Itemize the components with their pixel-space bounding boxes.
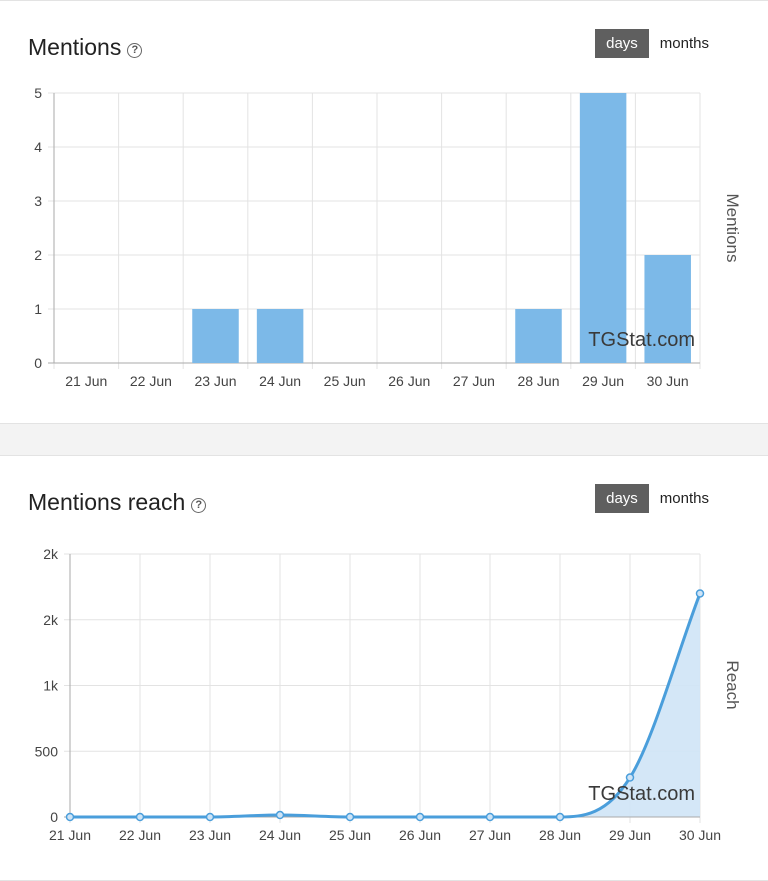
x-tick-label: 24 Jun [259,373,301,389]
data-point [275,810,285,820]
mentions-title: Mentions? [28,34,143,61]
mentions-period-toggle: days months [595,29,720,58]
y-tick-label: 1 [34,301,42,317]
bar [515,309,562,363]
mentions-reach-title: Mentions reach? [28,489,207,516]
mentions-bar-chart: 0 1 2 3 4 5 21 Jun 22 Jun 23 Jun 24 Jun 25 Jun 26 J… [34,85,742,389]
days-button[interactable]: days [595,484,649,513]
y-tick-label: 5 [34,85,42,101]
x-tick-label: 21 Jun [49,827,91,843]
y-tick-label: 2k [43,546,59,562]
x-tick-label: 30 Jun [679,827,721,843]
y-tick-label: 1k [43,678,59,694]
x-tick-label: 22 Jun [119,827,161,843]
x-tick-label: 21 Jun [65,373,107,389]
data-point [485,812,495,822]
y-axis-title: Mentions [723,194,742,263]
x-tick-label: 22 Jun [130,373,172,389]
x-tick-label: 26 Jun [399,827,441,843]
data-point [625,773,635,782]
data-point [205,812,215,822]
bar [192,309,239,363]
data-point [695,589,705,598]
x-tick-label: 26 Jun [388,373,430,389]
mentions-reach-card: Mentions reach? days months 0 500 1k 2k 2k 21… [0,455,768,881]
y-tick-label: 2k [43,612,59,628]
months-button[interactable]: months [659,35,709,52]
data-point [345,812,355,822]
x-tick-label: 28 Jun [539,827,581,843]
y-tick-label: 0 [34,355,42,371]
help-icon[interactable]: ? [127,43,143,58]
y-tick-label: 0 [50,809,58,825]
x-tick-label: 23 Jun [189,827,231,843]
y-tick-label: 4 [34,139,42,155]
data-point [135,812,145,822]
x-tick-label: 27 Jun [453,373,495,389]
x-tick-label: 24 Jun [259,827,301,843]
mentions-card: Mentions? days months 0 1 2 3 4 5 21 Jun 22 Jun… [0,0,768,424]
bar [644,255,691,363]
months-button[interactable]: months [659,490,709,507]
reach-area-fill [70,593,700,817]
y-axis-title: Reach [723,660,742,709]
reach-period-toggle: days months [595,484,720,513]
data-point [65,812,75,822]
watermark-text: TGStat.com [588,329,695,351]
mentions-reach-area-chart: 0 500 1k 2k 2k 21 Jun 22 Jun 23 Jun 24 Jun 25 Jun… [35,546,742,843]
x-tick-label: 23 Jun [194,373,236,389]
bar [579,93,627,363]
x-tick-label: 28 Jun [517,373,559,389]
help-icon[interactable]: ? [191,498,207,513]
y-tick-label: 3 [34,193,42,209]
y-tick-label: 2 [34,247,42,263]
x-tick-label: 25 Jun [329,827,371,843]
x-tick-label: 29 Jun [609,827,651,843]
days-button[interactable]: days [595,29,649,58]
data-point [415,812,425,822]
data-point [555,812,565,822]
x-tick-label: 29 Jun [582,373,624,389]
y-tick-label: 500 [35,743,59,759]
x-tick-label: 30 Jun [647,373,689,389]
watermark-text: TGStat.com [588,783,695,805]
bar [256,309,304,363]
x-tick-label: 25 Jun [324,373,366,389]
x-tick-label: 27 Jun [469,827,511,843]
